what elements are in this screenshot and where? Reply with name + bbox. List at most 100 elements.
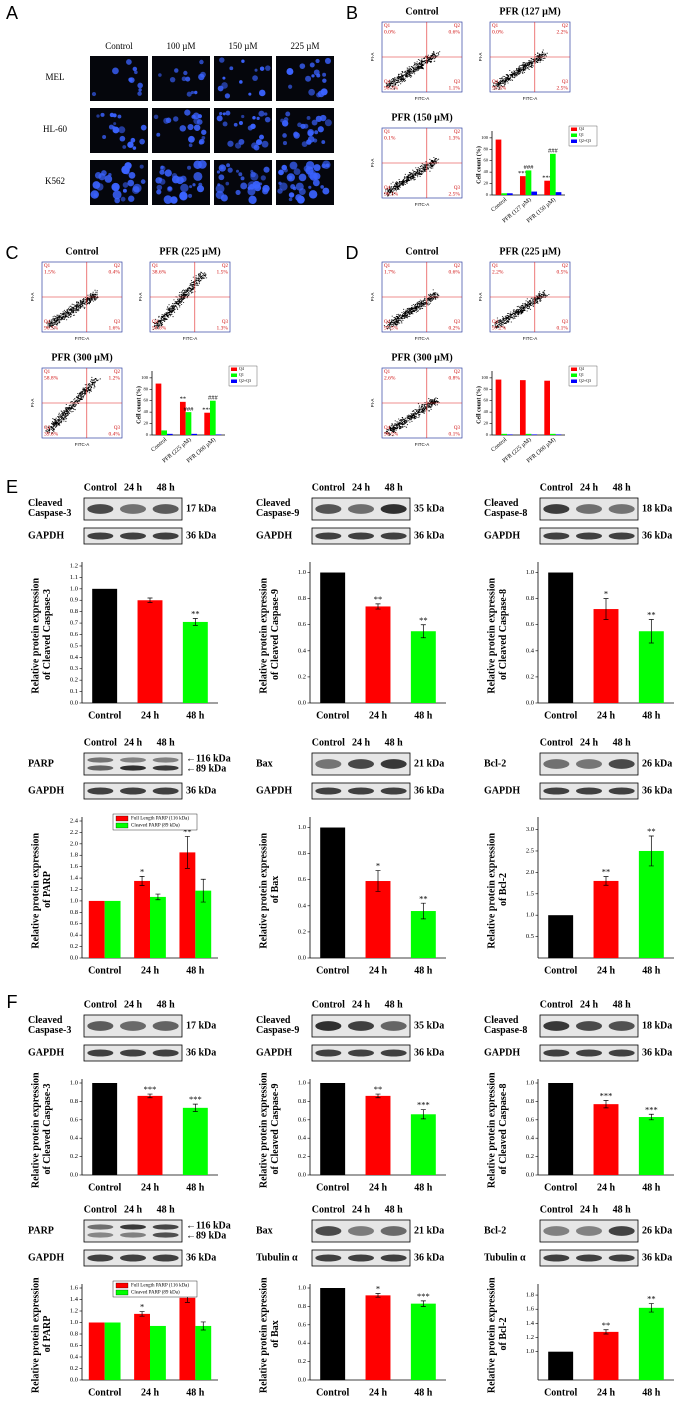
lane-label: 48 h bbox=[613, 1204, 632, 1215]
cell bbox=[313, 69, 320, 76]
cell bbox=[127, 179, 135, 187]
y-tick-label: 0.6 bbox=[70, 1342, 79, 1349]
quadrant-name: Q3 bbox=[222, 320, 229, 325]
cell bbox=[120, 196, 126, 202]
cell bbox=[224, 93, 231, 99]
cell bbox=[91, 91, 97, 97]
y-tick-label: 1.6 bbox=[70, 1284, 79, 1291]
bar bbox=[320, 827, 346, 958]
y-tick-label: 0.8 bbox=[298, 850, 306, 857]
y-tick-label: 0.3 bbox=[70, 665, 78, 672]
cell bbox=[215, 184, 225, 194]
cell bbox=[193, 171, 203, 181]
cell bbox=[238, 172, 243, 177]
lane-label: Control bbox=[312, 482, 345, 493]
cell bbox=[278, 181, 282, 185]
quadrant-value: 2.6% bbox=[384, 375, 396, 381]
blot-label: GAPDH bbox=[28, 785, 64, 796]
column-header: Control bbox=[105, 41, 133, 51]
x-tick-label: Control bbox=[544, 710, 577, 721]
blot-label: GAPDH bbox=[28, 1252, 64, 1263]
cell bbox=[288, 197, 293, 202]
cell bbox=[169, 76, 176, 83]
blot-image bbox=[83, 752, 183, 776]
lane-label: 24 h bbox=[580, 482, 599, 493]
blot-band bbox=[120, 1232, 146, 1238]
y-axis-label: PI-A bbox=[30, 399, 35, 408]
y-axis-label: PI-A bbox=[370, 53, 375, 62]
cell bbox=[164, 169, 172, 177]
error-bar bbox=[139, 876, 145, 886]
y-tick-label: 100 bbox=[141, 375, 149, 380]
cell bbox=[179, 191, 188, 201]
cell bbox=[239, 80, 243, 84]
quadrant-value: 0.1% bbox=[557, 325, 569, 331]
bar bbox=[365, 1295, 391, 1380]
cell bbox=[320, 185, 324, 189]
cell bbox=[321, 163, 327, 169]
cell bbox=[122, 188, 127, 193]
cell bbox=[188, 136, 194, 142]
cell bbox=[218, 174, 225, 181]
blot-band bbox=[152, 1021, 179, 1031]
text-line: Cleaved bbox=[484, 498, 521, 509]
quadrant-name: Q3 bbox=[454, 426, 461, 431]
y-tick-label: 20 bbox=[484, 181, 489, 186]
x-tick-label: Control bbox=[544, 1387, 577, 1398]
cell bbox=[259, 134, 264, 140]
bar bbox=[195, 890, 212, 958]
x-tick-label: 24 h bbox=[597, 710, 616, 721]
blot-label: GAPDH bbox=[256, 785, 292, 796]
blot-band bbox=[608, 1021, 635, 1031]
cell bbox=[173, 116, 179, 122]
lane-label: 24 h bbox=[352, 1204, 371, 1215]
blot-band bbox=[152, 1232, 179, 1238]
x-axis-label: FITC-A bbox=[75, 442, 90, 447]
significance-mark: ### bbox=[524, 164, 535, 171]
cell bbox=[252, 115, 256, 120]
cell bbox=[139, 164, 144, 169]
cell bbox=[222, 112, 226, 116]
bar bbox=[507, 434, 513, 435]
legend-label: Full Length PARP (116 kDa) bbox=[131, 817, 189, 822]
error-bar bbox=[603, 1100, 609, 1109]
lane-label: 48 h bbox=[157, 737, 176, 748]
y-axis-label: PI-A bbox=[478, 293, 483, 302]
quadrant-name: Q2 bbox=[562, 24, 569, 29]
text-line: Caspase-9 bbox=[256, 508, 299, 519]
panel-label: B bbox=[346, 3, 358, 23]
cell bbox=[112, 67, 119, 75]
significance-mark: *** bbox=[417, 1291, 430, 1301]
bar bbox=[104, 900, 121, 958]
y-tick-label: 1.6 bbox=[526, 1306, 535, 1313]
lane-label: 24 h bbox=[580, 999, 599, 1010]
y-tick-label: 0.8 bbox=[526, 595, 534, 602]
bar bbox=[549, 153, 556, 195]
cell bbox=[127, 141, 134, 148]
quadrant-value: 1.3% bbox=[449, 135, 461, 141]
blot-label: Cleaved Caspase-9 bbox=[256, 1015, 299, 1036]
lane-label: 24 h bbox=[352, 737, 371, 748]
cell bbox=[263, 166, 270, 173]
cell bbox=[252, 75, 258, 81]
cell bbox=[198, 140, 204, 145]
molecular-weight: 21 kDa bbox=[414, 758, 444, 769]
molecular-weight: 35 kDa bbox=[414, 1020, 444, 1031]
bar bbox=[593, 1331, 619, 1380]
cell bbox=[193, 124, 201, 131]
quadrant-value: 98.3% bbox=[384, 85, 399, 91]
blot-band bbox=[120, 765, 146, 771]
cell bbox=[322, 78, 327, 83]
lane-label: 48 h bbox=[385, 999, 404, 1010]
legend-swatch bbox=[571, 139, 577, 143]
dot-cloud bbox=[384, 397, 440, 437]
x-tick-label: Control bbox=[316, 1387, 349, 1398]
error-bar bbox=[603, 876, 609, 886]
lane-label: Control bbox=[84, 482, 117, 493]
cell bbox=[186, 91, 192, 97]
legend-label: Q2+Q3 bbox=[579, 138, 591, 143]
y-axis-label: Cell count (%) bbox=[475, 386, 482, 424]
x-tick-label: 48 h bbox=[642, 1387, 661, 1398]
blot-band bbox=[152, 1224, 179, 1230]
